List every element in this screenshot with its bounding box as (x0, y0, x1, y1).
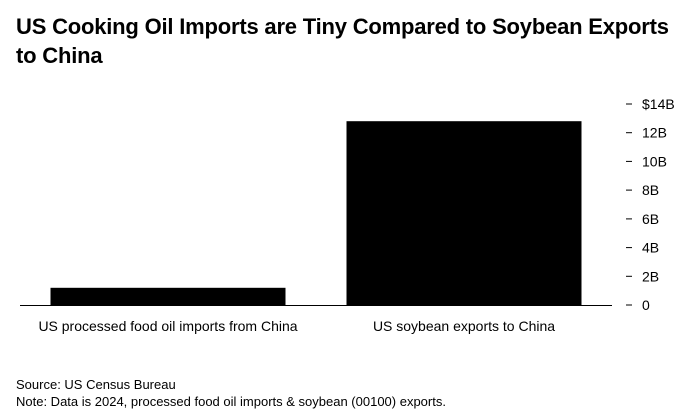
bar (346, 121, 582, 305)
chart-title: US Cooking Oil Imports are Tiny Compared… (16, 14, 669, 68)
source-note: Source: US Census Bureau (16, 377, 176, 392)
y-tick-label: 4B (642, 240, 659, 256)
category-label: US processed food oil imports from China (38, 318, 297, 334)
bar (50, 287, 286, 305)
y-tick-label: 2B (642, 268, 659, 284)
chart-footer: Source: US Census Bureau Note: Data is 2… (16, 376, 446, 410)
y-tick-label: 8B (642, 182, 659, 198)
y-tick-label: 6B (642, 211, 659, 227)
category-label: US soybean exports to China (373, 318, 555, 334)
y-tick-label: $14B (642, 96, 675, 112)
y-tick-label: 0 (642, 297, 650, 313)
data-note: Note: Data is 2024, processed food oil i… (16, 394, 446, 409)
y-tick-label: 12B (642, 125, 667, 141)
y-tick-label: 10B (642, 153, 667, 169)
